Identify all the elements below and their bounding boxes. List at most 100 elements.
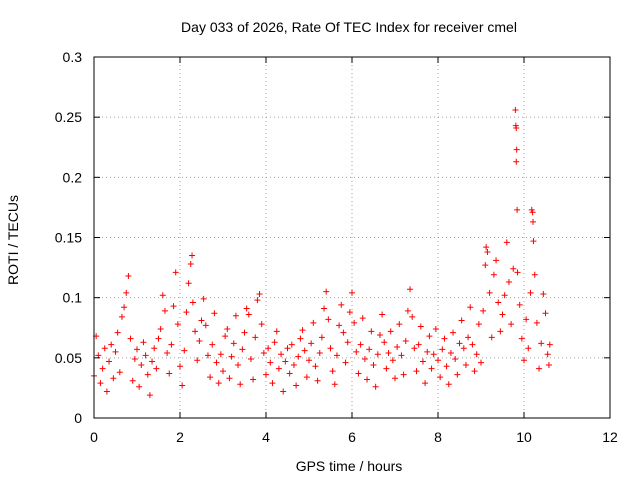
- data-point: [383, 365, 390, 372]
- data-point: [151, 345, 158, 352]
- data-point: [196, 337, 203, 344]
- data-point: [374, 351, 381, 358]
- data-point: [484, 248, 491, 255]
- data-point: [545, 362, 552, 369]
- data-point: [452, 356, 459, 363]
- data-point: [174, 321, 181, 328]
- data-point: [209, 341, 216, 348]
- data-point: [153, 365, 160, 372]
- data-point: [409, 313, 416, 320]
- data-point: [101, 345, 108, 352]
- data-point: [482, 262, 489, 269]
- y-tick-label: 0.05: [55, 350, 82, 366]
- data-point: [432, 325, 439, 332]
- data-point: [478, 359, 484, 366]
- data-point: [443, 363, 450, 370]
- data-point: [493, 257, 500, 264]
- y-tick-label: 0.1: [63, 290, 83, 306]
- data-point: [280, 388, 287, 395]
- data-point: [419, 358, 426, 365]
- data-point: [230, 340, 237, 347]
- data-point: [508, 321, 515, 328]
- data-point: [540, 291, 547, 298]
- data-point: [215, 380, 222, 387]
- data-point: [483, 244, 490, 251]
- data-point: [372, 383, 379, 390]
- data-point: [116, 369, 123, 376]
- data-point: [112, 348, 119, 355]
- data-point: [351, 319, 358, 326]
- data-point: [256, 291, 263, 298]
- data-point: [177, 363, 183, 370]
- data-point: [295, 353, 302, 360]
- data-point: [189, 252, 196, 259]
- data-point: [273, 328, 280, 335]
- data-point: [445, 381, 452, 388]
- x-tick-label: 2: [176, 429, 184, 445]
- data-point: [415, 341, 422, 348]
- data-point: [417, 323, 424, 330]
- data-point: [213, 359, 220, 366]
- data-point: [499, 311, 506, 318]
- data-point: [306, 357, 312, 364]
- data-point: [450, 329, 457, 336]
- data-point: [387, 328, 394, 335]
- data-point: [241, 329, 248, 336]
- data-point: [447, 350, 454, 357]
- data-point: [204, 352, 211, 359]
- data-point: [336, 322, 343, 329]
- data-point: [514, 206, 521, 213]
- data-point: [518, 335, 525, 342]
- data-point: [106, 358, 113, 365]
- data-point: [149, 358, 156, 365]
- data-point: [183, 309, 190, 316]
- data-point: [422, 380, 429, 387]
- data-point: [134, 346, 140, 353]
- data-point: [284, 345, 291, 352]
- data-point: [250, 376, 257, 383]
- data-point: [441, 335, 448, 342]
- data-point: [428, 365, 435, 372]
- data-point: [531, 271, 538, 278]
- data-point: [488, 334, 495, 341]
- data-point: [220, 368, 226, 375]
- data-point: [338, 301, 345, 308]
- data-point: [301, 347, 308, 354]
- data-point: [181, 347, 188, 354]
- data-point: [407, 286, 414, 293]
- grid: [94, 57, 610, 418]
- data-point: [516, 301, 523, 308]
- data-point: [125, 273, 132, 280]
- data-point: [172, 269, 179, 276]
- data-point: [260, 350, 267, 357]
- data-point: [344, 339, 351, 346]
- data-point: [97, 380, 104, 387]
- data-point: [402, 337, 409, 344]
- axis-ticks: 0 2 4 6 8 10 12 0 0.05 0.1 0.15 0.2 0.25 0.3: [55, 49, 618, 445]
- x-tick-label: 10: [516, 429, 532, 445]
- data-point: [140, 339, 147, 346]
- data-point: [513, 158, 520, 165]
- data-point: [263, 371, 269, 378]
- data-point: [228, 353, 235, 360]
- data-point: [530, 218, 537, 225]
- data-point: [138, 362, 145, 369]
- data-point: [331, 381, 338, 388]
- data-point: [146, 392, 153, 399]
- data-point: [355, 370, 362, 377]
- data-point: [392, 375, 398, 382]
- data-point: [424, 348, 431, 355]
- data-point: [364, 376, 371, 383]
- data-point: [282, 358, 289, 365]
- data-point: [533, 319, 540, 326]
- data-point: [513, 124, 520, 131]
- data-point: [157, 325, 164, 332]
- data-point: [247, 356, 254, 363]
- data-point: [542, 310, 549, 317]
- x-tick-label: 12: [602, 429, 618, 445]
- data-point: [366, 346, 373, 353]
- data-point: [404, 307, 411, 314]
- data-point: [314, 377, 321, 384]
- data-point: [469, 341, 476, 348]
- data-point: [529, 209, 536, 216]
